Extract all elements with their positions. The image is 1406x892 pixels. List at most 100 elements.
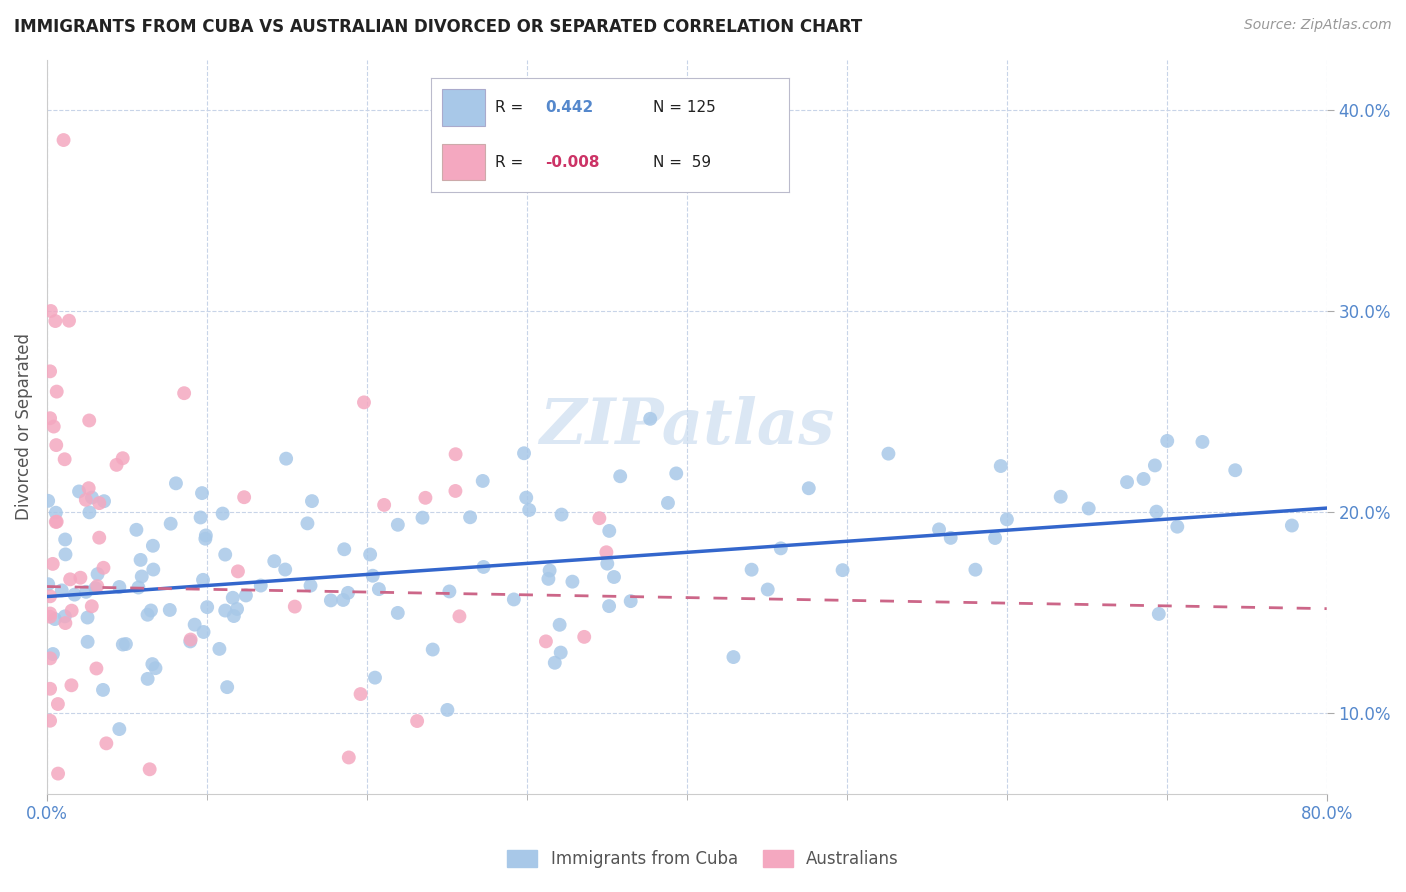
Point	[138, 762, 160, 776]
Point	[928, 522, 950, 536]
Point	[422, 642, 444, 657]
Point	[53, 616, 76, 631]
Point	[756, 582, 779, 597]
Point	[439, 584, 461, 599]
Point	[39, 364, 62, 378]
Point	[391, 806, 413, 821]
Point	[44, 612, 66, 626]
Point	[127, 581, 149, 595]
Point	[361, 568, 384, 582]
Point	[45, 515, 67, 529]
Point	[91, 682, 114, 697]
Point	[96, 736, 118, 750]
Point	[471, 474, 494, 488]
Point	[191, 486, 214, 500]
Point	[75, 492, 97, 507]
Point	[217, 680, 239, 694]
Point	[588, 511, 610, 525]
Point	[831, 563, 853, 577]
Point	[42, 557, 65, 571]
Point	[263, 554, 285, 568]
Point	[75, 585, 97, 599]
Point	[39, 681, 62, 696]
Point	[76, 635, 98, 649]
Point	[319, 593, 342, 607]
Point	[69, 571, 91, 585]
Point	[939, 531, 962, 545]
Point	[42, 419, 65, 434]
Point	[349, 687, 371, 701]
Point	[39, 304, 62, 318]
Point	[226, 565, 249, 579]
Point	[561, 574, 583, 589]
Point	[1156, 434, 1178, 448]
Point	[60, 678, 83, 692]
Point	[515, 491, 537, 505]
Point	[364, 671, 387, 685]
Point	[105, 458, 128, 472]
Point	[1146, 505, 1168, 519]
Point	[299, 579, 322, 593]
Point	[136, 672, 159, 686]
Point	[359, 548, 381, 562]
Point	[337, 750, 360, 764]
Point	[458, 510, 481, 524]
Point	[142, 539, 165, 553]
Point	[373, 498, 395, 512]
Point	[1147, 607, 1170, 621]
Point	[80, 599, 103, 614]
Point	[108, 722, 131, 736]
Point	[45, 506, 67, 520]
Point	[86, 567, 108, 582]
Point	[638, 412, 661, 426]
Point	[534, 634, 557, 648]
Point	[165, 476, 187, 491]
Point	[249, 578, 271, 592]
Point	[77, 413, 100, 427]
Point	[45, 384, 67, 399]
Point	[108, 580, 131, 594]
Point	[502, 592, 524, 607]
Point	[76, 610, 98, 624]
Point	[159, 603, 181, 617]
Point	[58, 314, 80, 328]
Point	[1077, 501, 1099, 516]
Point	[1281, 518, 1303, 533]
Point	[52, 133, 75, 147]
Point	[44, 314, 66, 328]
Point	[51, 583, 73, 598]
Point	[598, 524, 620, 538]
Point	[46, 766, 69, 780]
Point	[53, 609, 76, 624]
Y-axis label: Divorced or Separated: Divorced or Separated	[15, 333, 32, 520]
Point	[1166, 519, 1188, 533]
Point	[131, 569, 153, 583]
Point	[195, 600, 218, 615]
Point	[877, 447, 900, 461]
Point	[39, 607, 62, 621]
Point	[194, 532, 217, 546]
Legend: Immigrants from Cuba, Australians: Immigrants from Cuba, Australians	[501, 843, 905, 875]
Point	[333, 542, 356, 557]
Point	[37, 577, 59, 591]
Point	[80, 491, 103, 505]
Point	[142, 562, 165, 576]
Point	[46, 697, 69, 711]
Point	[89, 531, 111, 545]
Point	[179, 634, 201, 648]
Point	[406, 714, 429, 728]
Point	[1191, 434, 1213, 449]
Point	[180, 632, 202, 647]
Point	[59, 572, 82, 586]
Point	[513, 446, 536, 460]
Point	[111, 451, 134, 466]
Point	[548, 617, 571, 632]
Point	[550, 508, 572, 522]
Point	[136, 607, 159, 622]
Point	[115, 637, 138, 651]
Point	[89, 496, 111, 510]
Point	[537, 572, 560, 586]
Point	[86, 661, 108, 675]
Point	[337, 586, 360, 600]
Point	[222, 591, 245, 605]
